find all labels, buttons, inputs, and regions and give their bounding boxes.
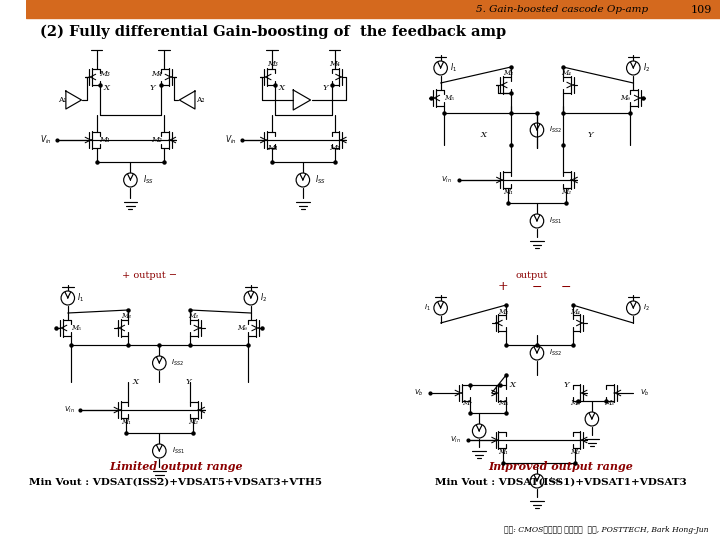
Text: Min Vout : VDSAT(ISS2)+VDSAT5+VDSAT3+VTH5: Min Vout : VDSAT(ISS2)+VDSAT5+VDSAT3+VTH… [30, 477, 322, 487]
Text: $I_{SS2}$: $I_{SS2}$ [549, 348, 562, 358]
Text: M₄: M₄ [561, 69, 571, 77]
Text: X: X [481, 131, 487, 139]
Text: M₃: M₃ [188, 312, 198, 320]
Text: X: X [132, 378, 138, 386]
Text: $I_1$: $I_1$ [78, 292, 84, 304]
Text: $I_{SS2}$: $I_{SS2}$ [171, 358, 184, 368]
Text: M₆: M₆ [237, 324, 247, 332]
Text: $V_{in}$: $V_{in}$ [441, 175, 452, 185]
Text: Y: Y [588, 131, 593, 139]
Text: −: − [531, 280, 542, 294]
Text: 5. Gain-boosted cascode Op-amp: 5. Gain-boosted cascode Op-amp [476, 5, 648, 15]
Text: M₄: M₄ [570, 308, 580, 316]
Text: M₃: M₃ [99, 70, 109, 78]
Text: M₃: M₃ [266, 60, 277, 68]
Text: $I_2$: $I_2$ [643, 62, 650, 74]
Text: M₃: M₃ [498, 308, 508, 316]
Text: M₂: M₂ [188, 418, 198, 426]
Text: M₂: M₂ [329, 144, 340, 152]
Text: M₂: M₂ [151, 136, 162, 144]
Text: −: − [561, 280, 571, 294]
Text: M₅: M₅ [444, 94, 454, 102]
Text: output: output [516, 271, 549, 280]
Text: M₁: M₁ [121, 418, 130, 426]
Text: 109: 109 [691, 5, 712, 15]
Text: $V_{in}$: $V_{in}$ [40, 134, 51, 146]
Text: $I_1$: $I_1$ [450, 62, 457, 74]
Text: M₂: M₂ [570, 448, 580, 456]
Text: M₆: M₆ [570, 399, 580, 407]
Text: $I_{SS1}$: $I_{SS1}$ [549, 216, 562, 226]
Text: M₁: M₁ [266, 144, 277, 152]
Text: $V_b$: $V_b$ [413, 388, 423, 398]
Text: $I_2$: $I_2$ [261, 292, 268, 304]
Text: M₇: M₇ [462, 399, 472, 407]
Text: M₄: M₄ [329, 60, 340, 68]
Text: Improved output range: Improved output range [489, 462, 634, 472]
Text: M₃: M₃ [503, 69, 513, 77]
Text: A₁: A₁ [58, 96, 66, 104]
Text: M₁: M₁ [503, 188, 513, 196]
Text: $V_b$: $V_b$ [640, 388, 649, 398]
Text: $I_{SS2}$: $I_{SS2}$ [549, 125, 562, 135]
Text: Y: Y [563, 381, 569, 389]
Text: +: + [498, 280, 508, 294]
Text: $I_1$: $I_1$ [424, 303, 431, 313]
Text: $I_{SS}$: $I_{SS}$ [143, 174, 154, 186]
Text: $V_{in}$: $V_{in}$ [225, 134, 236, 146]
Text: M₃: M₃ [121, 312, 130, 320]
Text: M₁: M₁ [99, 136, 109, 144]
Text: (2) Fully differential Gain-boosting of  the feedback amp: (2) Fully differential Gain-boosting of … [40, 25, 506, 39]
Text: M₃: M₃ [604, 399, 614, 407]
Text: X: X [104, 84, 109, 92]
Text: $V_{in}$: $V_{in}$ [450, 435, 461, 445]
Text: M₄: M₄ [151, 70, 162, 78]
Text: + output −: + output − [122, 271, 177, 280]
Bar [27, 0, 720, 18]
Text: $I_2$: $I_2$ [643, 303, 649, 313]
Text: $I_{SS}$: $I_{SS}$ [315, 174, 326, 186]
Text: Min Vout : VDSAT(ISS1)+VDSAT1+VDSAT3: Min Vout : VDSAT(ISS1)+VDSAT1+VDSAT3 [435, 477, 687, 487]
Text: Y: Y [323, 84, 328, 92]
Text: X: X [510, 381, 516, 389]
Text: Y: Y [186, 378, 191, 386]
Text: $I_{SS1}$: $I_{SS1}$ [549, 476, 562, 486]
Text: M₅: M₅ [71, 324, 81, 332]
Text: Limited output range: Limited output range [109, 462, 243, 472]
Text: Y: Y [150, 84, 156, 92]
Text: X: X [279, 84, 284, 92]
Text: 참조: CMOS아날로그 회로설계  설강, POSTTECH, Bark Hong-Jun: 참조: CMOS아날로그 회로설계 설강, POSTTECH, Bark Hon… [504, 526, 708, 534]
Text: A₂: A₂ [197, 96, 205, 104]
Text: $I_{SS1}$: $I_{SS1}$ [172, 446, 185, 456]
Text: M₂: M₂ [561, 188, 571, 196]
Text: M₆: M₆ [620, 94, 629, 102]
Text: M₁: M₁ [498, 448, 508, 456]
Text: $V_{in}$: $V_{in}$ [63, 405, 75, 415]
Text: M₅: M₅ [498, 399, 508, 407]
